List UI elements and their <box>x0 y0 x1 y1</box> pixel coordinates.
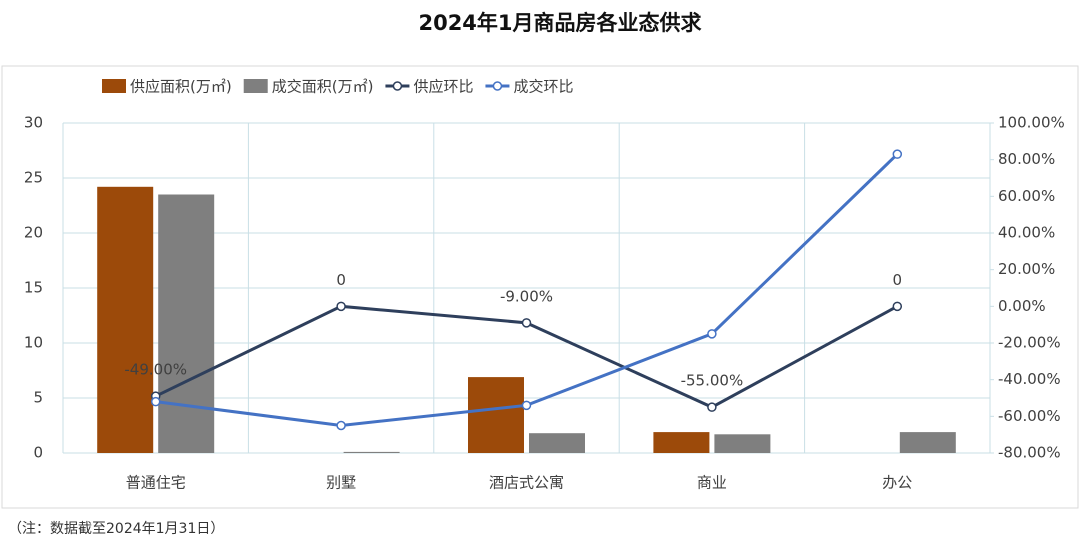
y-tick-label: 15 <box>24 279 43 297</box>
legend-label: 供应环比 <box>413 78 473 96</box>
x-tick-label: 普通住宅 <box>126 474 186 492</box>
data-label: 0 <box>336 271 346 289</box>
line-marker <box>521 318 532 328</box>
y2-tick-label: 80.00% <box>998 150 1055 168</box>
line-marker <box>150 396 161 407</box>
chart-frame <box>1 65 1079 509</box>
chart-title: 2024年1月商品房各业态供求 <box>418 11 701 35</box>
bar <box>158 194 215 453</box>
line-marker <box>521 400 532 411</box>
bar <box>714 434 771 453</box>
y2-tick-label: -40.00% <box>998 370 1061 388</box>
x-tick-label: 别墅 <box>326 474 356 492</box>
y-tick-label: 25 <box>24 169 43 187</box>
x-tick-label: 酒店式公寓 <box>489 474 564 492</box>
y2-tick-label: -80.00% <box>998 444 1061 462</box>
data-label: -55.00% <box>681 372 744 390</box>
x-tick-label: 商业 <box>697 474 727 492</box>
line-marker <box>336 420 346 431</box>
footnote: （注：数据截至2024年1月31日） <box>8 521 224 537</box>
x-tick-label: 办公 <box>882 474 912 492</box>
bar <box>899 432 956 453</box>
bar <box>653 432 710 453</box>
data-label: 0 <box>893 271 903 289</box>
line-marker <box>707 329 717 339</box>
legend-label: 供应面积(万㎡) <box>130 78 232 96</box>
y2-tick-label: -20.00% <box>998 334 1061 352</box>
bar <box>529 433 585 453</box>
y-tick-label: 30 <box>24 114 43 132</box>
line-marker <box>336 301 346 312</box>
y2-tick-label: 100.00% <box>998 114 1065 132</box>
y2-tick-label: 60.00% <box>998 187 1055 205</box>
line-marker <box>707 402 717 412</box>
y-tick-label: 20 <box>24 224 43 242</box>
bar <box>343 451 400 453</box>
legend-swatch <box>102 79 126 93</box>
line-marker <box>892 301 903 312</box>
bar <box>468 377 524 453</box>
legend-label: 成交面积(万㎡) <box>272 78 374 96</box>
y-tick-label: 10 <box>24 334 43 352</box>
data-label: -49.00% <box>124 361 187 379</box>
legend-marker <box>492 81 503 91</box>
y2-tick-label: 0.00% <box>998 297 1046 315</box>
bar <box>97 186 154 454</box>
y2-tick-label: -60.00% <box>998 407 1061 425</box>
legend-marker <box>392 81 403 91</box>
y2-tick-label: 40.00% <box>998 224 1055 242</box>
legend-label: 成交环比 <box>513 78 573 96</box>
y-tick-label: 5 <box>33 389 43 407</box>
data-label: -9.00% <box>500 287 553 305</box>
y2-tick-label: 20.00% <box>998 260 1055 278</box>
line-marker <box>892 149 903 159</box>
y-tick-label: 0 <box>33 444 43 462</box>
legend-swatch <box>243 79 268 93</box>
